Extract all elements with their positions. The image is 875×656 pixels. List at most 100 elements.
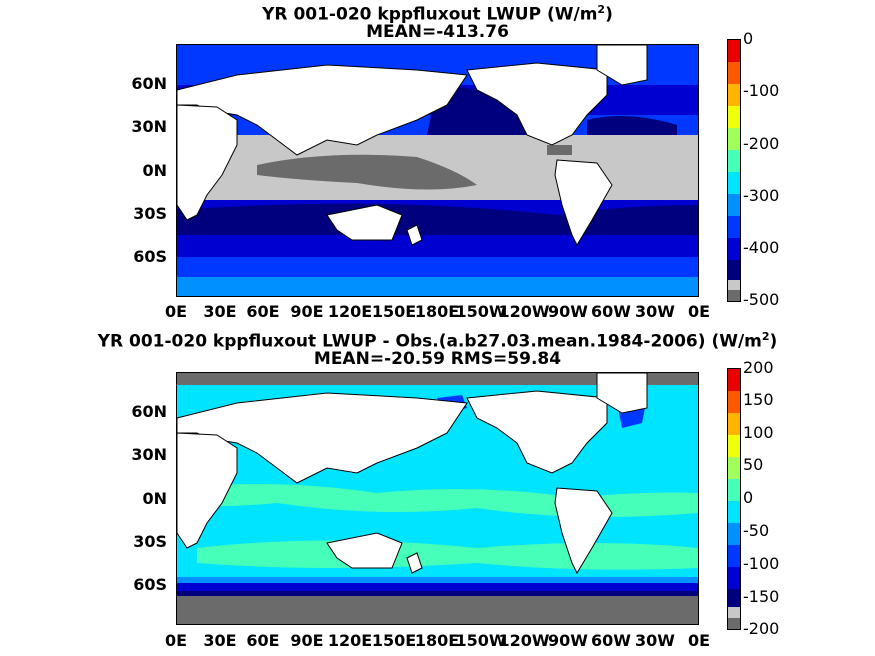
panel2-cbar-label: 100 [743, 423, 774, 442]
panel1-cbar-label: -500 [743, 290, 780, 309]
panel1-caribbean [547, 145, 572, 155]
panel2-southern-edge-3 [177, 591, 698, 596]
panel1-colorbar [727, 39, 741, 302]
panel2-title-text: YR 001-020 kppfluxout LWUP - Obs.(a.b27.… [97, 331, 762, 352]
panel1-title: YR 001-020 kppfluxout LWUP (W/m2) [0, 0, 875, 25]
panel1-lon-label: 0E [687, 302, 711, 321]
panel2-subtitle: MEAN=-20.59 RMS=59.84 [313, 349, 562, 369]
panel1-australia [326, 204, 403, 241]
panel2-map-svg [177, 373, 698, 624]
panel2-colorbar-seg [728, 413, 740, 435]
panel2-cbar-label: 200 [743, 358, 774, 377]
panel2-colorbar-seg [728, 545, 740, 567]
panel1-south-america [554, 159, 613, 247]
panel1-colorbar-seg [728, 172, 740, 194]
panel2-colorbar-seg [728, 618, 740, 629]
panel2-lon-label: 60W [591, 631, 631, 650]
panel2-lon-label: 90W [548, 631, 588, 650]
panel2-cbar-label: 150 [743, 390, 774, 409]
panel1-title-superscript: 2 [597, 3, 606, 16]
panel1-colorbar-seg [728, 150, 740, 172]
panel2-southern-edge-2 [177, 583, 698, 591]
panel2-lon-label: 120E [327, 631, 373, 650]
panel1-lat-30n: 30N [131, 117, 167, 136]
panel1-north-america [466, 62, 608, 146]
panel1-map [176, 44, 699, 297]
panel2-lon-label: 30E [203, 631, 237, 650]
panel2-title: YR 001-020 kppfluxout LWUP - Obs.(a.b27.… [0, 327, 875, 352]
panel1-title-text: YR 001-020 kppfluxout LWUP (W/m [262, 4, 598, 25]
panel1-colorbar-seg [728, 40, 740, 62]
panel2-lon-label: 150E [371, 631, 417, 650]
panel1-colorbar-seg [728, 280, 740, 290]
panel1-lat-60n: 60N [131, 74, 167, 93]
panel2-title-superscript: 2 [761, 330, 770, 343]
panel2-lon-label: 120W [498, 631, 550, 650]
panel2-lon-label: 60E [246, 631, 280, 650]
panel2-australia [326, 532, 403, 569]
panel2-southern-edge-1 [177, 577, 698, 583]
panel2-map [176, 372, 699, 625]
panel1-subtitle: MEAN=-413.76 [366, 22, 509, 42]
panel1-lon-label: 120E [327, 302, 373, 321]
panel2-lon-label: 30W [635, 631, 675, 650]
panel2-cbar-label: -200 [743, 619, 780, 638]
panel1-colorbar-seg [728, 84, 740, 106]
panel1-colorbar-seg [728, 260, 740, 280]
panel1-africa [177, 104, 238, 221]
panel2-new-zealand [406, 552, 423, 574]
panel1-cbar-label: -200 [743, 134, 780, 153]
panel1-ocean-south [177, 235, 698, 257]
panel2-south-america [554, 487, 613, 575]
panel1-lon-label: 0E [164, 302, 188, 321]
panel1-ocean-southern [177, 257, 698, 279]
panel2-africa [177, 432, 238, 549]
panel2-greenland [596, 373, 648, 414]
panel2-colorbar-seg [728, 369, 740, 391]
panel2-north-america [466, 390, 608, 474]
panel2-lat-60n: 60N [131, 402, 167, 421]
panel2-colorbar-seg [728, 391, 740, 413]
panel1-lon-label: 30E [203, 302, 237, 321]
panel2-land [177, 373, 648, 575]
panel1-colorbar-seg [728, 62, 740, 84]
panel2-title-close: ) [769, 331, 778, 352]
panel1-colorbar-seg [728, 106, 740, 128]
panel1-colorbar-seg [728, 194, 740, 216]
panel2-colorbar-seg [728, 457, 740, 479]
panel1-lon-label: 180E [414, 302, 460, 321]
panel1-colorbar-seg [728, 128, 740, 150]
panel1-lon-label: 60W [591, 302, 631, 321]
panel1-ocean-polar [177, 277, 698, 296]
panel2-antarctic [177, 596, 698, 624]
panel2-colorbar-seg [728, 607, 740, 618]
panel1-lon-label: 150W [455, 302, 507, 321]
panel2-colorbar-seg [728, 479, 740, 501]
panel1-lat-0n: 0N [142, 161, 167, 180]
panel2-cbar-label: 50 [743, 455, 764, 474]
panel1-lon-label: 90E [290, 302, 324, 321]
panel2-colorbar-seg [728, 523, 740, 545]
panel1-new-zealand [406, 224, 423, 246]
panel2-lat-60s: 60S [133, 575, 167, 594]
panel1-map-svg [177, 45, 698, 296]
panel1-lat-30s: 30S [133, 204, 167, 223]
panel1-cbar-label: 0 [743, 29, 754, 48]
panel2-lat-0n: 0N [142, 489, 167, 508]
panel2-lon-label: 180E [414, 631, 460, 650]
panel2-lon-label: 150W [455, 631, 507, 650]
panel1-cbar-label: -300 [743, 186, 780, 205]
panel2-colorbar [727, 368, 741, 630]
panel1-land [177, 45, 648, 247]
panel2-lat-30s: 30S [133, 532, 167, 551]
panel2-lon-label: 90E [290, 631, 324, 650]
panel2-arctic-ice [177, 373, 698, 385]
panel1-lon-label: 30W [635, 302, 675, 321]
panel1-colorbar-seg [728, 238, 740, 260]
panel1-lon-label: 60E [246, 302, 280, 321]
panel1-cbar-label: -400 [743, 238, 780, 257]
panel2-colorbar-seg [728, 589, 740, 607]
panel1-ocean-south-band [177, 203, 698, 235]
panel2-colorbar-seg [728, 501, 740, 523]
panel1-warm-pool [257, 154, 477, 190]
